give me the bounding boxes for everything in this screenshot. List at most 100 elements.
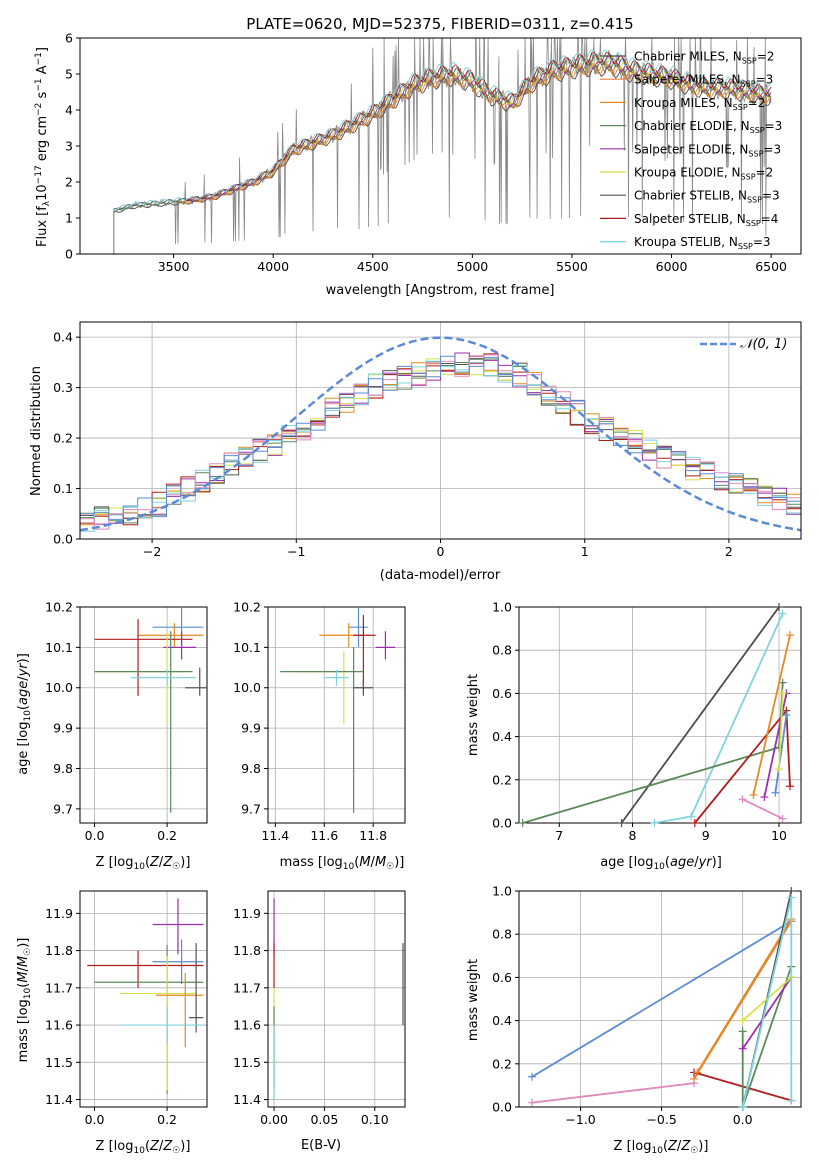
age-mass-y-tick-label-4: 10.1: [233, 640, 261, 655]
weight-age-x-tick-label-0: 7: [555, 828, 563, 843]
mass-z-x-tick-label-1: 0.2: [157, 1112, 177, 1127]
weight-age-series-2-marker-0: [518, 819, 527, 827]
histogram-legend: 𝒩(0, 1): [700, 337, 787, 352]
age-mass-x-tick-label-0: 11.4: [261, 828, 289, 843]
weight-z-series-9: [741, 897, 793, 1108]
mass-z-y-tick-label-5: 11.9: [45, 906, 73, 921]
histogram-y-tick-label-3: 0.3: [53, 380, 73, 395]
spectrum-legend-label-6: Chabrier STELIB, NSSP=3: [634, 189, 780, 205]
age-mass-y-tick-label-5: 10.2: [233, 600, 261, 615]
histogram-x-tick-label-1: −1: [287, 544, 305, 559]
spectrum-legend-label-2: Kroupa MILES, NSSP=2: [634, 96, 765, 112]
weight-z-series-7-marker-0: [738, 1044, 747, 1053]
spectrum-x-label: wavelength [Angstrom, rest frame]: [326, 283, 555, 298]
weight-age-x-tick-label-1: 8: [629, 828, 637, 843]
weight-z-series-4-marker-0: [693, 1068, 702, 1077]
age-vs-metallicity-panel: 0.0 0.2 9.7 9.8 9.9 10.0 10.1 10.2: [45, 600, 208, 843]
normal-reference-curve: [79, 336, 802, 532]
spectrum-y-label: Flux [fλ10−17 erg cm−2 s−1 A−1]: [34, 47, 52, 247]
histogram-y-tick-label-0: 0.0: [53, 532, 73, 547]
age-vs-mass-panel: 11.4 11.6 11.8 9.7 9.8 9.9 10.0 10.1 10.2: [233, 600, 406, 843]
weight-age-y-tick-label-3: 0.6: [492, 686, 512, 701]
p4-x-label: mass [log10(M/M☉)]: [280, 855, 405, 872]
weight-age-series-3: [694, 708, 791, 824]
weight-z-x-tick-label-2: 0.0: [733, 1112, 753, 1127]
mass-z-y-tick-label-1: 11.5: [45, 1055, 73, 1070]
weight-age-y-tick-label-2: 0.4: [492, 729, 512, 744]
weight-age-series-0-marker-1: [775, 603, 784, 611]
p7-x-label: E(B-V): [301, 1138, 341, 1153]
histogram-y-tick-label-2: 0.2: [53, 431, 73, 446]
weight-age-series-1-marker-1: [687, 812, 696, 821]
weight-age-series-4-marker-0: [749, 790, 758, 799]
weight-z-series-1: [531, 1082, 695, 1104]
mass-z-x-tick-label-0: 0.0: [85, 1112, 105, 1127]
spectrum-x-tick-label-6: 6500: [755, 259, 787, 274]
mass-ebv-x-tick-label-0: 0.00: [260, 1112, 288, 1127]
age-z-y-tick-label-0: 9.7: [53, 801, 73, 816]
age-z-y-tick-label-5: 10.2: [45, 600, 73, 615]
weight-age-series-6: [742, 798, 784, 820]
weight-age-series-4: [752, 634, 791, 796]
weight-z-series-9-marker-0: [738, 1103, 747, 1111]
spectrum-y-tick-label-1: 1: [65, 211, 73, 226]
weight-age-series-5-marker-0: [760, 793, 769, 802]
weight-age-series-6-marker-0: [738, 795, 747, 804]
mass-weight-vs-age-panel: 7 8 9 10 0.0 0.2 0.4 0.6 0.8 1.0: [492, 600, 802, 843]
weight-age-series-3-marker-0: [690, 819, 699, 827]
mass-weight-vs-metallicity-panel: −1.0 −0.5 0.0 0.0 0.2 0.4 0.6 0.8 1.0: [492, 884, 802, 1127]
spectrum-model-line-8: [113, 49, 772, 211]
age-z-y-tick-label-3: 10.0: [45, 680, 73, 695]
mass-ebv-x-tick-label-1: 0.05: [310, 1112, 338, 1127]
weight-age-x-tick-label-3: 10: [771, 828, 787, 843]
weight-age-series-7-marker-1: [782, 711, 791, 719]
histogram-y-tick-label-1: 0.1: [53, 481, 73, 496]
weight-z-series-4: [696, 918, 793, 1073]
age-z-x-tick-label-1: 0.2: [157, 828, 177, 843]
p3-y-label: age [log10(age/yr)]: [16, 653, 33, 775]
weight-z-y-tick-label-5: 1.0: [492, 884, 512, 899]
weight-z-series-9-marker-1: [787, 893, 796, 902]
mass-vs-extinction-panel: 0.00 0.05 0.10 11.4 11.5 11.6 11.7 11.8 11.9: [233, 890, 406, 1127]
mass-ebv-y-tick-label-4: 11.8: [233, 943, 261, 958]
mass-ebv-y-tick-label-3: 11.7: [233, 980, 261, 995]
age-z-x-tick-label-0: 0.0: [85, 828, 105, 843]
histogram-grid: [80, 322, 801, 540]
age-mass-y-tick-label-3: 10.0: [233, 680, 261, 695]
weight-z-x-tick-label-0: −1.0: [565, 1112, 595, 1127]
histogram-y-label: Normed distribution: [29, 366, 44, 496]
weight-age-series-0: [620, 606, 780, 824]
spectrum-legend-label-0: Chabrier MILES, NSSP=2: [634, 50, 774, 66]
age-mass-frame: [267, 606, 406, 824]
histogram-step-8: [80, 355, 801, 520]
age-mass-y-tick-label-0: 9.7: [241, 801, 261, 816]
mass-ebv-y-tick-label-5: 11.9: [233, 906, 261, 921]
spectrum-model-lines: [113, 49, 772, 213]
spectrum-panel: 3500 4000 4500 5000 5500 6000 6500 0 1 2 3 4 5 6 Chab…: [34, 31, 802, 298]
spectrum-legend-label-7: Salpeter STELIB, NSSP=4: [634, 212, 778, 228]
weight-z-y-tick-label-2: 0.4: [492, 1013, 512, 1028]
mass-ebv-x-tick-label-2: 0.10: [361, 1112, 389, 1127]
weight-z-x-tick-label-1: −0.5: [646, 1112, 676, 1127]
spectrum-x-tick-label-1: 4000: [257, 259, 289, 274]
spectrum-legend-label-1: Salpeter MILES, NSSP=3: [634, 73, 773, 89]
spectrum-x-tick-label-5: 6000: [656, 259, 688, 274]
spectrum-y-tick-label-6: 6: [65, 31, 73, 46]
spectrum-x-tick-label-3: 5000: [456, 259, 488, 274]
age-z-y-tick-label-4: 10.1: [45, 640, 73, 655]
p8-y-label: mass weight: [466, 959, 481, 1041]
spectrum-legend-label-4: Salpeter ELODIE, NSSP=3: [634, 142, 781, 158]
weight-age-x-tick-label-2: 9: [702, 828, 710, 843]
p8-x-label: Z [log10(Z/Z☉)]: [614, 1139, 709, 1156]
mass-ebv-y-tick-label-1: 11.5: [233, 1055, 261, 1070]
mass-z-y-tick-label-3: 11.7: [45, 980, 73, 995]
weight-age-series-8-marker-0: [775, 765, 784, 773]
weight-age-series-2: [522, 682, 784, 824]
mass-ebv-y-tick-label-2: 11.6: [233, 1018, 261, 1033]
spectrum-x-tick-label-0: 3500: [158, 259, 190, 274]
weight-z-series-9-marker-2: [787, 1096, 796, 1105]
histogram-x-tick-label-0: −2: [143, 544, 161, 559]
p5-y-label: mass weight: [466, 674, 481, 756]
mass-z-y-tick-label-4: 11.8: [45, 943, 73, 958]
weight-z-y-tick-label-4: 0.8: [492, 927, 512, 942]
